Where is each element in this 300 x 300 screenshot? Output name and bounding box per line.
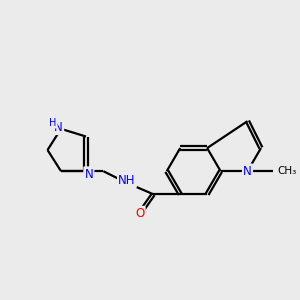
Text: O: O — [135, 207, 145, 220]
Text: N: N — [243, 165, 252, 178]
Text: NH: NH — [118, 174, 136, 187]
Text: CH₃: CH₃ — [278, 166, 297, 176]
Text: N: N — [85, 167, 93, 181]
Text: N: N — [54, 121, 63, 134]
Text: H: H — [49, 118, 57, 128]
